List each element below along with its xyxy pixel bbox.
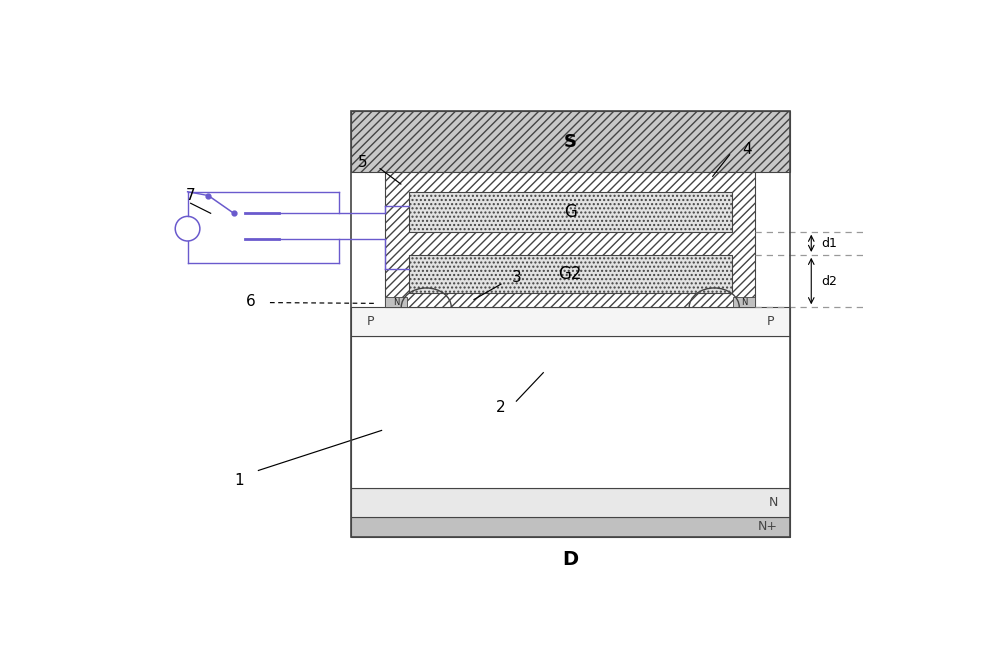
- Bar: [351, 111, 790, 172]
- Text: N: N: [393, 297, 399, 307]
- Text: d2: d2: [821, 275, 837, 288]
- Text: 1: 1: [234, 473, 244, 488]
- Text: D: D: [562, 550, 578, 570]
- Bar: [351, 516, 790, 537]
- Text: P: P: [767, 316, 774, 329]
- Text: 7: 7: [186, 188, 195, 203]
- Text: 3: 3: [511, 270, 521, 286]
- Bar: [409, 255, 732, 294]
- Text: N+: N+: [758, 520, 778, 533]
- Bar: [351, 307, 790, 336]
- Text: P: P: [366, 316, 374, 329]
- Text: S: S: [564, 133, 577, 151]
- Text: N: N: [769, 496, 778, 509]
- Text: d1: d1: [821, 237, 837, 250]
- Bar: [351, 488, 790, 516]
- Text: G2: G2: [558, 265, 582, 283]
- Bar: [409, 192, 732, 232]
- Text: 2: 2: [496, 400, 506, 415]
- Bar: [385, 297, 407, 307]
- Text: G: G: [564, 203, 577, 221]
- Bar: [351, 111, 790, 537]
- Bar: [351, 336, 790, 488]
- Bar: [733, 297, 755, 307]
- Text: 5: 5: [358, 155, 367, 170]
- Bar: [385, 172, 755, 307]
- Text: 4: 4: [743, 142, 752, 157]
- Text: 6: 6: [246, 294, 256, 308]
- Text: N: N: [741, 297, 747, 307]
